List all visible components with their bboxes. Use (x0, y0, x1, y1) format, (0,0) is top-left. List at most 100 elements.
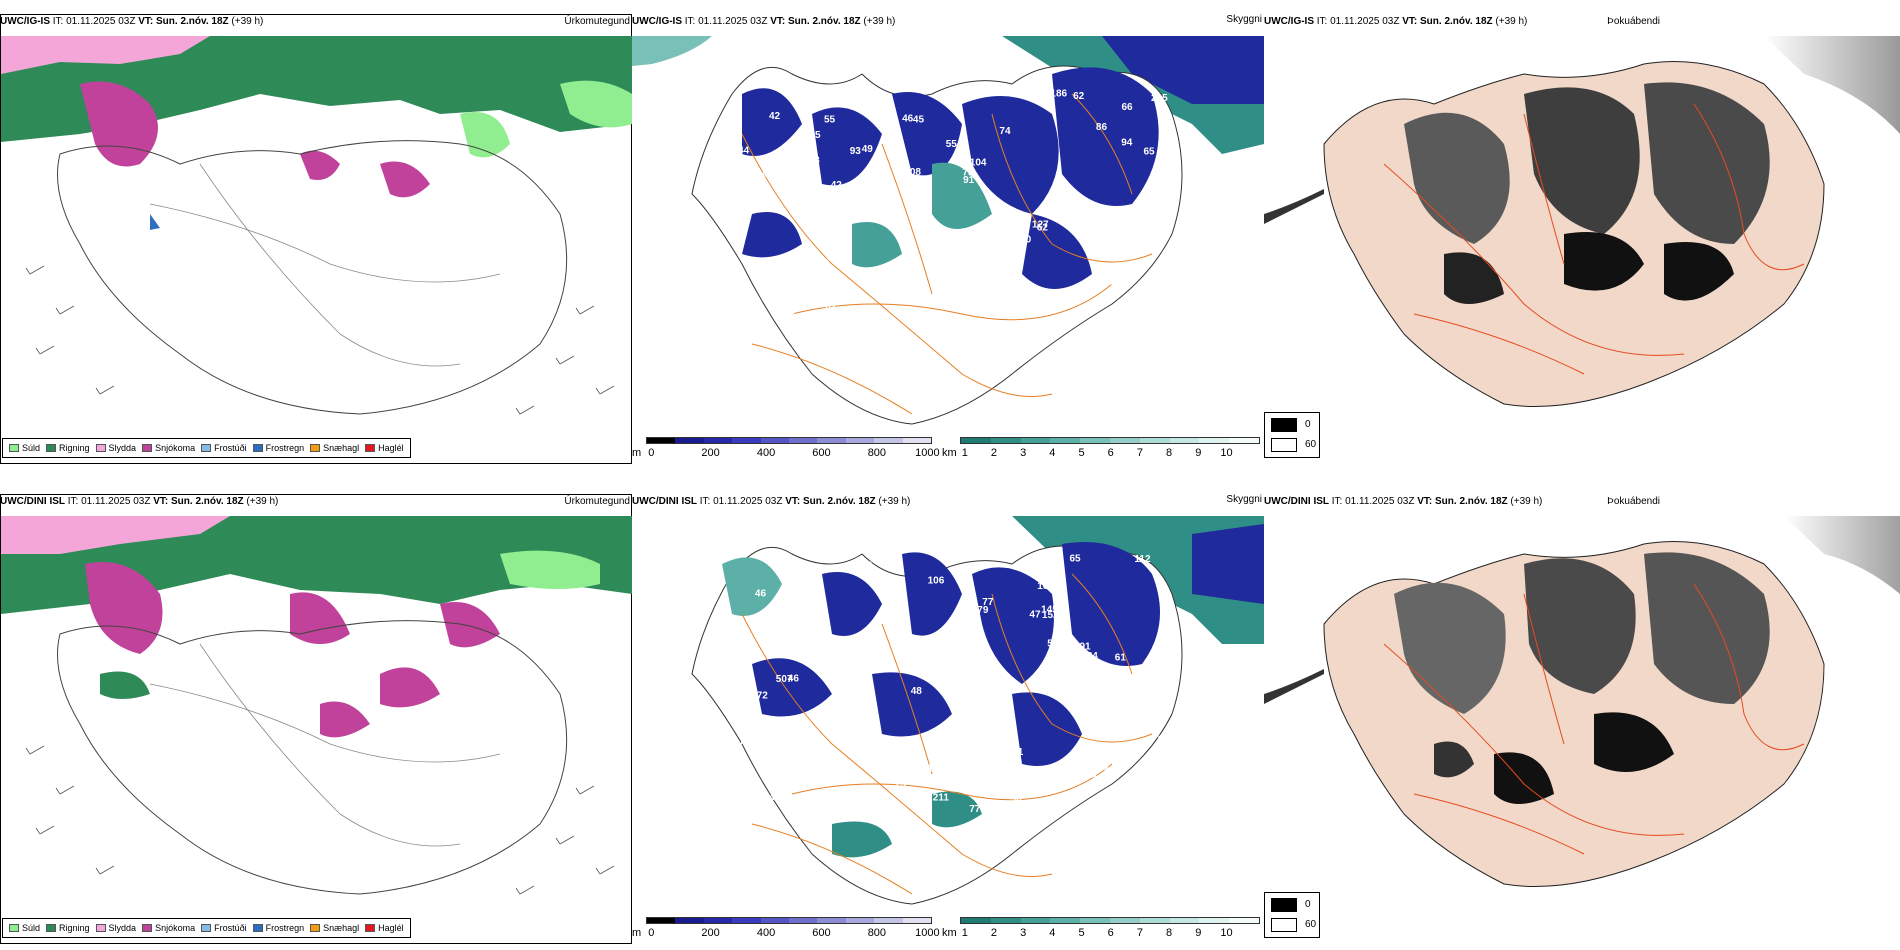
visibility-value-label: 88 (907, 280, 919, 291)
visibility-value-label: 62 (1073, 91, 1085, 102)
visibility-value-label: 104 (784, 648, 801, 659)
legend-swatch (9, 924, 19, 932)
visibility-map-top: 93 88 66 54 74 65 46 55 48 49 48 52 45 104 62 42 128 100 8… (632, 36, 1264, 425)
visibility-value-label: 106 (928, 576, 945, 587)
cloud-key-swatch (1271, 898, 1297, 912)
legend-swatch (310, 444, 321, 452)
legend-item: Rigning (46, 923, 90, 933)
cloud-key-swatch (1271, 918, 1297, 932)
visibility-panel-top: UWC/IG-IS IT: 01.11.2025 03Z VT: Sun. 2.… (632, 14, 1264, 464)
visibility-value-label: 101 (893, 647, 910, 658)
visibility-value-label: 184 (1081, 651, 1098, 662)
visibility-value-label: 91 (1080, 641, 1092, 652)
visibility-value-label: 88 (872, 549, 884, 560)
visibility-value-label: 46 (902, 114, 914, 125)
visibility-value-label: 100 (1161, 160, 1178, 171)
visibility-value-label: 248 (1092, 774, 1109, 785)
visibility-value-label: 122 (1109, 277, 1126, 288)
legend-swatch (310, 924, 321, 932)
visibility-value-label: 57 (1047, 639, 1059, 650)
visibility-value-label: 48 (745, 294, 757, 305)
legend-swatch (46, 924, 57, 932)
visibility-title-bottom: UWC/DINI ISL IT: 01.11.2025 03Z VT: Sun.… (632, 496, 911, 507)
visibility-value-label: 101 (916, 764, 933, 775)
visibility-value-label: 211 (933, 792, 950, 803)
visibility-value-label: 58 (1080, 305, 1092, 316)
legend-item: Frostúði (201, 923, 247, 933)
visibility-value-label: 54 (823, 723, 835, 734)
visibility-value-label: 42 (769, 111, 781, 122)
visibility-value-label: 507 (776, 674, 793, 685)
visibility-value-label: 80 (923, 67, 935, 78)
visibility-value-label: 112 (1134, 554, 1151, 565)
visibility-value-label: 108 (904, 167, 921, 178)
visibility-value-label: 87 (1030, 87, 1042, 98)
visibility-title-top: UWC/IG-IS IT: 01.11.2025 03Z VT: Sun. 2.… (632, 16, 896, 27)
visibility-value-label: 125 (1158, 734, 1175, 745)
visibility-value-label: 93 (850, 146, 862, 157)
visibility-value-label: 127 (1032, 220, 1049, 231)
visibility-value-label: 75 (895, 779, 907, 790)
visibility-value-label: 25 (810, 130, 822, 141)
visibility-value-label: 86 (1096, 122, 1108, 133)
visibility-value-label: 104 (970, 158, 987, 169)
visibility-value-label: 65 (1144, 147, 1156, 158)
visibility-value-label: 62 (980, 803, 992, 814)
visibility-value-label: 72 (757, 691, 769, 702)
visibility-value-label: 65 (784, 309, 796, 320)
precip-title-top: UWC/IG-IS IT: 01.11.2025 03Z VT: Sun. 2.… (0, 16, 264, 27)
visibility-value-label: 122 (949, 319, 966, 330)
visibility-value-label: 96 (1085, 766, 1097, 777)
legend-swatch (142, 444, 153, 452)
visibility-value-label: 152 (1042, 610, 1059, 621)
visibility-value-label: 355 (1155, 652, 1172, 663)
visibility-value-label: 46 (755, 589, 767, 600)
visibility-value-label: 66 (1122, 102, 1134, 113)
cloud-name-bottom: Þokuábendi (1607, 496, 1660, 507)
visibility-scale-ticks: km 1 2 3 4 5 6 7 8 9 10 (942, 447, 1233, 459)
visibility-value-label: 78 (739, 736, 751, 747)
legend-swatch (201, 444, 212, 452)
terrain-scale-top: m 0 200 400 600 800 1000 (632, 435, 940, 461)
visibility-value-label: 55 (946, 139, 958, 150)
legend-swatch (365, 444, 376, 452)
visibility-value-label: 74 (999, 126, 1011, 137)
cloud-map-bottom (1264, 516, 1900, 916)
visibility-value-label: 49 (862, 144, 874, 155)
legend-item: Rigning (46, 443, 90, 453)
visibility-value-label: 58 (942, 269, 954, 280)
visibility-value-label: 528 (803, 155, 820, 166)
terrain-scale-bottom: m 0 200 400 600 800 1000 (632, 915, 940, 941)
visibility-value-label: 43 (769, 792, 781, 803)
visibility-value-label: 65 (916, 655, 928, 666)
visibility-scale-top: km 1 2 3 4 5 6 7 8 9 10 (942, 435, 1262, 461)
cloud-panel-top: UWC/IG-IS IT: 01.11.2025 03Z VT: Sun. 2.… (1264, 14, 1900, 464)
visibility-value-label: 94 (1121, 138, 1133, 149)
visibility-value-label: 42 (831, 180, 843, 191)
visibility-value-label: 47 (1029, 609, 1041, 620)
legend-item: Súld (9, 443, 40, 453)
legend-item: Súld (9, 923, 40, 933)
precip-panel-bottom: UWC/DINI ISL IT: 01.11.2025 03Z VT: Sun.… (0, 494, 632, 944)
visibility-name-bottom: Skyggni (1226, 494, 1262, 505)
precip-panel-top: UWC/IG-IS IT: 01.11.2025 03Z VT: Sun. 2.… (0, 14, 632, 464)
visibility-value-label: 48 (911, 686, 923, 697)
legend-item: Frostregn (252, 443, 304, 453)
visibility-value-label: 91 (1012, 747, 1024, 758)
terrain-scale-ticks: m 0 200 400 600 800 1000 (632, 447, 940, 459)
legend-item: Slydda (95, 443, 136, 453)
visibility-value-label: 188 (994, 279, 1011, 290)
legend-item: Snjókoma (142, 923, 195, 933)
visibility-value-label: 75 (774, 780, 786, 791)
visibility-value-label: 327 (1005, 245, 1022, 256)
visibility-value-label: 61 (868, 804, 880, 815)
visibility-value-label: 69 (749, 311, 761, 322)
visibility-value-label: 102 (1037, 581, 1054, 592)
legend-swatch (95, 444, 106, 452)
legend-item: Frostregn (252, 923, 304, 933)
visibility-scale-bar (960, 917, 1260, 924)
visibility-value-label: 65 (1070, 554, 1082, 565)
visibility-value-label: 100 (1092, 762, 1109, 773)
visibility-value-label: 96 (861, 561, 873, 572)
cloud-name-top: Þokuábendi (1607, 16, 1660, 27)
